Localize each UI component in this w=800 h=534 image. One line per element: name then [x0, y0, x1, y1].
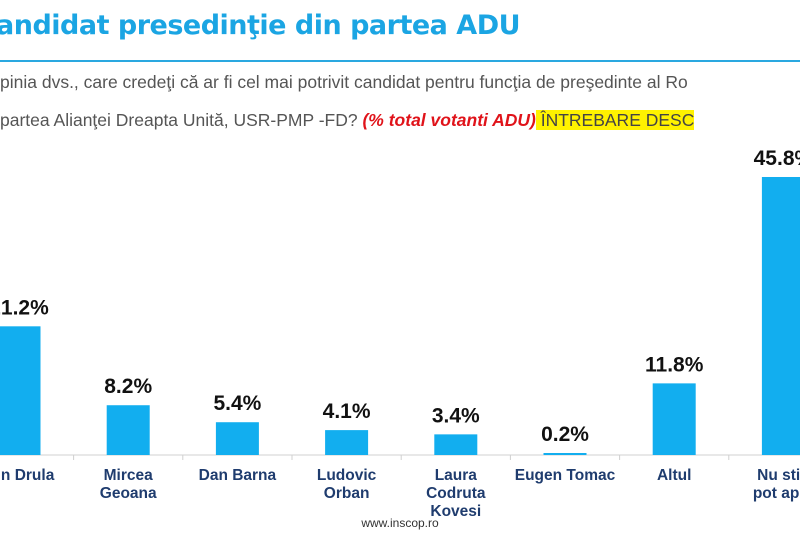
category-label: Dan Barna [199, 467, 277, 484]
title-divider [0, 60, 800, 62]
question-note: (% total votanti ADU) [362, 110, 536, 130]
question-text: partea Alianţei Dreapta Unită, USR-PMP -… [0, 110, 363, 130]
source-footer: www.inscop.ro [361, 516, 439, 530]
category-label: Geoana [100, 485, 157, 502]
category-label: Altul [657, 467, 691, 484]
data-label: 5.4% [213, 392, 261, 415]
category-label: Nu stiu [757, 467, 800, 484]
bar [652, 383, 696, 455]
category-label: Codruta [426, 485, 486, 502]
category-label: pot apre [753, 485, 800, 502]
question-line-1: pinia dvs., care credeţi că ar fi cel ma… [0, 72, 688, 92]
bar [0, 326, 41, 455]
bar [434, 434, 478, 455]
category-label: Ludovic [317, 467, 377, 484]
data-label: 8.2% [104, 375, 152, 398]
question-line-2: partea Alianţei Dreapta Unită, USR-PMP -… [0, 110, 695, 131]
data-label: 3.4% [432, 404, 480, 427]
category-label: Eugen Tomac [515, 467, 616, 484]
chart-title: andidat presedinţie din partea ADU [0, 10, 521, 41]
bar [215, 422, 259, 455]
category-label: Mircea [104, 467, 153, 484]
bar [761, 176, 800, 455]
category-label: Orban [324, 485, 370, 502]
bar [106, 405, 150, 455]
category-label: Kovesi [430, 503, 481, 520]
data-label: 11.8% [645, 353, 704, 376]
question-tag: ÎNTREBARE DESC [535, 110, 695, 130]
data-label: 45.8% [754, 147, 800, 170]
data-label: 0.2% [541, 423, 589, 446]
category-label: alin Drula [0, 467, 55, 484]
bar [325, 430, 369, 455]
category-label: Laura [435, 467, 478, 484]
data-label: 4.1% [323, 400, 371, 423]
bar [543, 453, 587, 455]
data-label: 21.2% [0, 296, 49, 319]
